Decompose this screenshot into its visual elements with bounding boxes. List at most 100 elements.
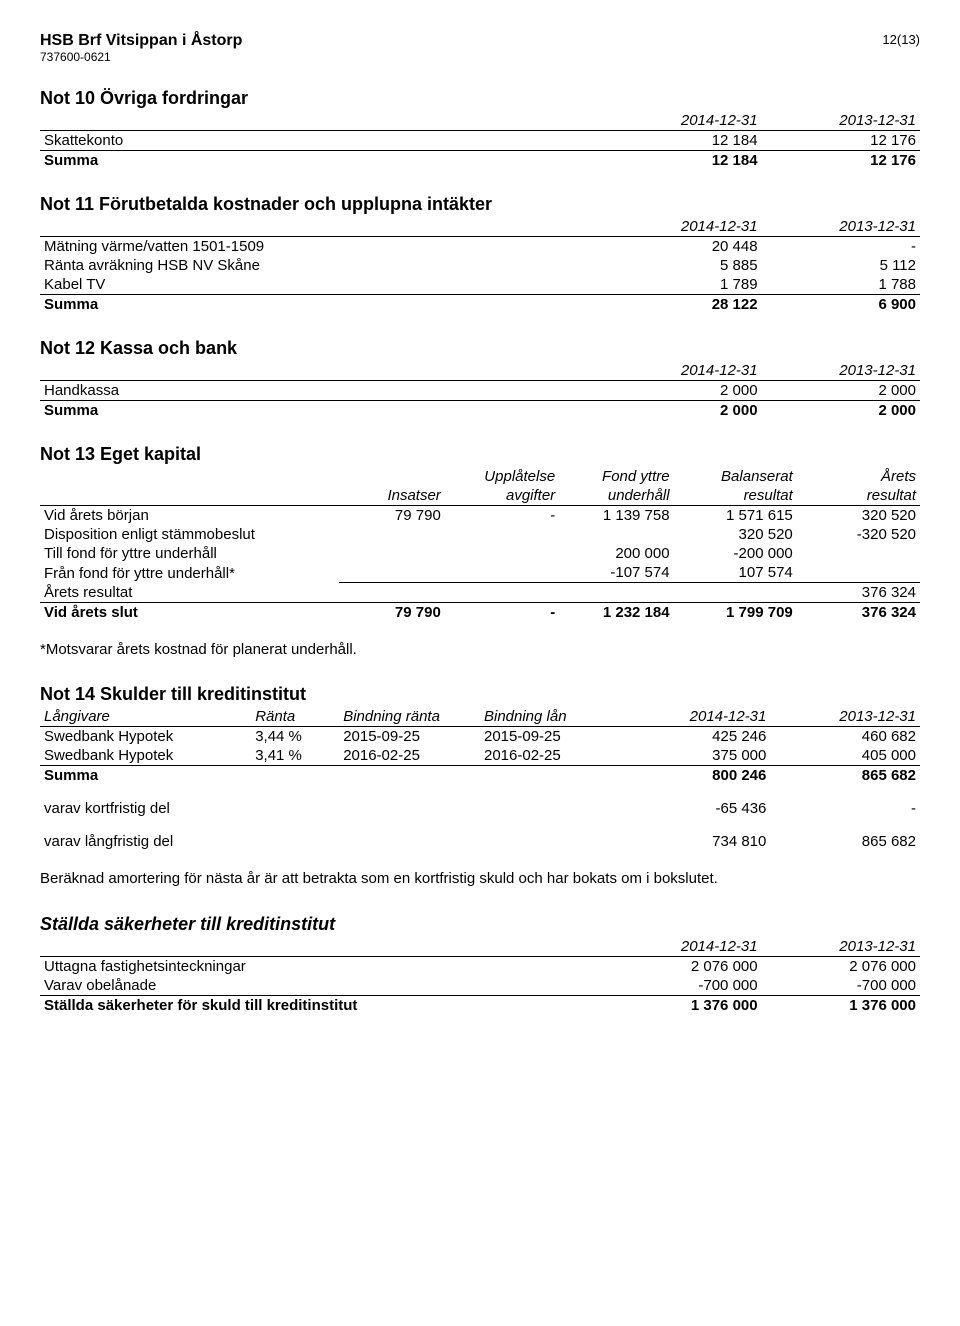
table-row: Handkassa2 0002 000 (40, 381, 920, 401)
cell-label: Årets (797, 467, 920, 486)
cell-value: 2 000 (603, 381, 761, 401)
table-row: Swedbank Hypotek 3,44 % 2015-09-25 2015-… (40, 727, 920, 747)
cell-label: Vid årets början (40, 506, 339, 526)
cell-value (339, 563, 445, 583)
cell-value: 1 788 (762, 275, 920, 295)
header-left: HSB Brf Vitsippan i Åstorp 737600-0621 (40, 32, 242, 64)
cell-label: Bindning lån (480, 707, 621, 727)
cell-label: Ställda säkerheter för skuld till kredit… (40, 995, 603, 1015)
cell-value: 1 232 184 (559, 603, 673, 623)
cell-value: 2015-09-25 (480, 727, 621, 747)
table-row: Mätning värme/vatten 1501-150920 448- (40, 237, 920, 257)
cell-label: Årets resultat (40, 583, 339, 603)
cell-value: Swedbank Hypotek (40, 746, 251, 766)
cell-label: Disposition enligt stämmobeslut (40, 525, 339, 544)
sum-row: Summa 800 246 865 682 (40, 766, 920, 786)
note14-body: Beräknad amortering för nästa år är att … (40, 869, 920, 889)
col-2013: 2013-12-31 (762, 111, 920, 131)
cell-label: Långivare (40, 707, 251, 727)
cell-value: 865 682 (770, 766, 920, 786)
col-2013: 2013-12-31 (762, 937, 920, 957)
cell-value: 107 574 (674, 563, 797, 583)
cell-label: 2014-12-31 (621, 707, 771, 727)
table-row: Ränta avräkning HSB NV Skåne5 8855 112 (40, 256, 920, 275)
table-row: Disposition enligt stämmobeslut 320 520 … (40, 525, 920, 544)
cell-label: Balanserat (674, 467, 797, 486)
cell-value (339, 583, 445, 603)
cell-value: - (762, 237, 920, 257)
cell-value (445, 563, 559, 583)
cell-label: Mätning värme/vatten 1501-1509 (40, 237, 603, 257)
cell-value: -700 000 (603, 976, 761, 996)
cell-value: - (445, 506, 559, 526)
table-row: Årets resultat 376 324 (40, 583, 920, 603)
cell-value: 20 448 (603, 237, 761, 257)
note13-table: Upplåtelse Fond yttre Balanserat Årets I… (40, 467, 920, 622)
cell-value: -320 520 (797, 525, 920, 544)
cell-label: Till fond för yttre underhåll (40, 544, 339, 563)
cell-value: 2 000 (762, 381, 920, 401)
cell-value: - (445, 603, 559, 623)
cell-label: Fond yttre (559, 467, 673, 486)
cell-label: Skattekonto (40, 131, 603, 151)
cell-label: Summa (40, 151, 603, 171)
note13-title: Not 13 Eget kapital (40, 444, 920, 465)
cell-label: resultat (674, 486, 797, 506)
cell-label (40, 486, 339, 506)
cell-label: Handkassa (40, 381, 603, 401)
cell-label: underhåll (559, 486, 673, 506)
cell-value: 6 900 (762, 295, 920, 315)
kortfristig-row: varav kortfristig del -65 436 - (40, 799, 920, 818)
note14-header: Långivare Ränta Bindning ränta Bindning … (40, 707, 920, 727)
cell-value: 376 324 (797, 583, 920, 603)
cell-value: 320 520 (797, 506, 920, 526)
table-row: Skattekonto12 18412 176 (40, 131, 920, 151)
cell-value: 2015-09-25 (339, 727, 480, 747)
cell-label: varav långfristig del (40, 832, 621, 851)
cell-label: Vid årets slut (40, 603, 339, 623)
cell-value: 375 000 (621, 746, 771, 766)
org-number: 737600-0621 (40, 50, 242, 64)
cell-label: Från fond för yttre underhåll* (40, 563, 339, 583)
cell-value (797, 544, 920, 563)
cell-value: 79 790 (339, 603, 445, 623)
col-2014: 2014-12-31 (603, 111, 761, 131)
cell-label: Summa (40, 766, 621, 786)
eq-header-row1: Upplåtelse Fond yttre Balanserat Årets (40, 467, 920, 486)
sum-row: Summa28 1226 900 (40, 295, 920, 315)
cell-value: 2 000 (603, 401, 761, 421)
cell-label: Uttagna fastighetsinteckningar (40, 956, 603, 976)
cell-value (339, 544, 445, 563)
pledged-table: 2014-12-312013-12-31 Uttagna fastighetsi… (40, 937, 920, 1015)
cell-value: 3,44 % (251, 727, 339, 747)
cell-value: 405 000 (770, 746, 920, 766)
cell-value (339, 525, 445, 544)
cell-value: -200 000 (674, 544, 797, 563)
cell-label: Kabel TV (40, 275, 603, 295)
cell-value: -107 574 (559, 563, 673, 583)
cell-label: Upplåtelse (445, 467, 559, 486)
cell-value: 1 376 000 (603, 995, 761, 1015)
cell-value: 1 571 615 (674, 506, 797, 526)
cell-value: 1 139 758 (559, 506, 673, 526)
cell-value: 376 324 (797, 603, 920, 623)
cell-value: 865 682 (770, 832, 920, 851)
cell-value: 79 790 (339, 506, 445, 526)
note10-title: Not 10 Övriga fordringar (40, 88, 920, 109)
table-row: Varav obelånade-700 000-700 000 (40, 976, 920, 996)
cell-value: 2 000 (762, 401, 920, 421)
table-row: Vid årets början 79 790 - 1 139 758 1 57… (40, 506, 920, 526)
cell-value: 28 122 (603, 295, 761, 315)
cell-label: Varav obelånade (40, 976, 603, 996)
cell-value: 12 176 (762, 151, 920, 171)
cell-label: Ränta (251, 707, 339, 727)
cell-value: 2 076 000 (762, 956, 920, 976)
cell-value: 800 246 (621, 766, 771, 786)
cell-label (40, 467, 339, 486)
cell-value: -700 000 (762, 976, 920, 996)
cell-label: Summa (40, 401, 603, 421)
cell-value: 1 789 (603, 275, 761, 295)
cell-label (339, 467, 445, 486)
cell-value (797, 563, 920, 583)
cell-value: 734 810 (621, 832, 771, 851)
